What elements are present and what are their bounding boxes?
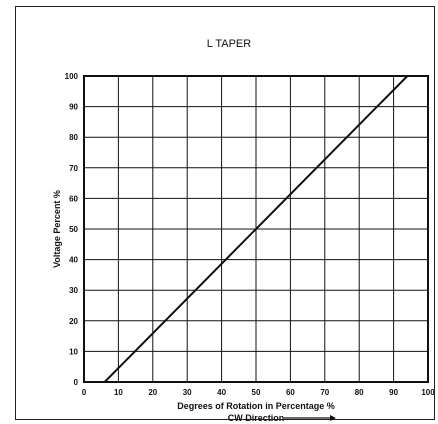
y-tick-label: 50 <box>69 225 78 234</box>
x-tick-label: 100 <box>421 388 435 397</box>
y-tick-label: 60 <box>69 194 78 203</box>
y-tick-label: 70 <box>69 164 78 173</box>
y-tick-label: 10 <box>69 347 78 356</box>
x-tick-label: 90 <box>389 388 398 397</box>
x-tick-label: 40 <box>217 388 226 397</box>
x-axis-sublabel: CW Direction <box>228 413 285 423</box>
y-tick-label: 30 <box>69 286 78 295</box>
y-tick-label: 80 <box>69 133 78 142</box>
x-tick-label: 30 <box>183 388 192 397</box>
chart-title: L TAPER <box>207 38 251 50</box>
x-axis-label: Degrees of Rotation in Percentage % <box>177 401 335 411</box>
y-tick-label: 100 <box>65 72 79 81</box>
y-tick-label: 40 <box>69 256 78 265</box>
x-tick-label: 10 <box>114 388 123 397</box>
direction-arrowhead <box>330 415 336 421</box>
x-tick-label: 0 <box>82 388 87 397</box>
x-tick-label: 80 <box>355 388 364 397</box>
plot-area <box>83 75 429 383</box>
series-line <box>103 75 409 383</box>
y-tick-label: 90 <box>69 103 78 112</box>
series-layer <box>103 75 409 383</box>
x-tick-label: 50 <box>252 388 261 397</box>
y-tick-labels: 0 10 20 30 40 50 60 70 80 90 100 <box>65 72 79 387</box>
y-tick-label: 0 <box>74 378 79 387</box>
x-tick-label: 60 <box>286 388 295 397</box>
y-tick-label: 20 <box>69 317 78 326</box>
x-tick-label: 20 <box>148 388 157 397</box>
x-tick-label: 70 <box>320 388 329 397</box>
x-tick-labels: 0 10 20 30 40 50 60 70 80 90 100 <box>82 388 435 397</box>
y-axis-label: Voltage Percent % <box>52 190 62 268</box>
